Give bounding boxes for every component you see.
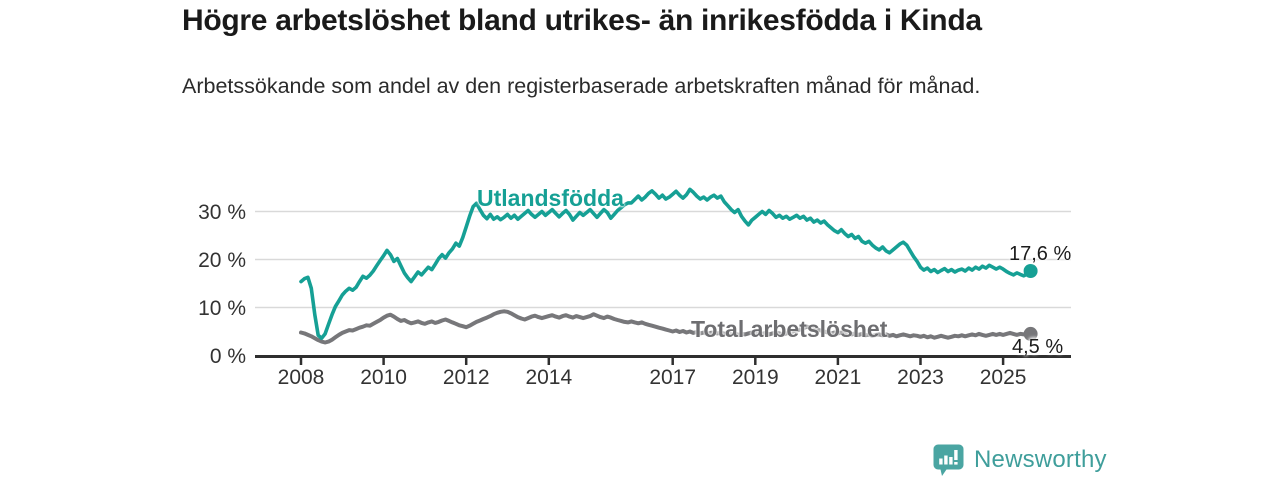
series-label-total-arbetsloshet: Total arbetslöshet [691, 316, 888, 342]
x-axis-tick-label: 2010 [360, 366, 407, 389]
series-end-dot [1023, 264, 1038, 278]
y-axis-tick-label: 30 % [198, 201, 246, 224]
x-axis-tick-label: 2025 [980, 366, 1027, 389]
x-axis-tick-label: 2014 [525, 366, 572, 389]
x-axis-tick-label: 2008 [278, 366, 325, 389]
series-line [299, 187, 1033, 341]
series-label-utlandsfodda: Utlandsfödda [477, 185, 624, 211]
page-title: Högre arbetslöshet bland utrikes- än inr… [182, 4, 982, 37]
x-axis-tick-label: 2021 [815, 366, 862, 389]
y-axis-tick-label: 20 % [198, 249, 246, 272]
x-axis-tick-label: 2023 [897, 366, 944, 389]
x-axis-tick-label: 2019 [732, 366, 779, 389]
series-line [299, 309, 1033, 345]
y-axis-tick-label: 10 % [198, 297, 246, 320]
chart-subtitle: Arbetssökande som andel av den registerb… [182, 74, 981, 98]
newsworthy-logo: Newsworthy [932, 443, 1107, 477]
x-axis-tick-label: 2012 [443, 366, 490, 389]
bar-chart-speech-bubble-icon [933, 444, 964, 476]
brand-wordmark: Newsworthy [974, 446, 1107, 473]
end-value-label-utlandsfodda: 17,6 % [1009, 243, 1072, 265]
x-axis-tick-label: 2017 [649, 366, 696, 389]
end-value-label-total: 4,5 % [1012, 336, 1064, 358]
y-axis-tick-label: 0 % [210, 345, 246, 368]
series-end-dot [1023, 326, 1038, 341]
